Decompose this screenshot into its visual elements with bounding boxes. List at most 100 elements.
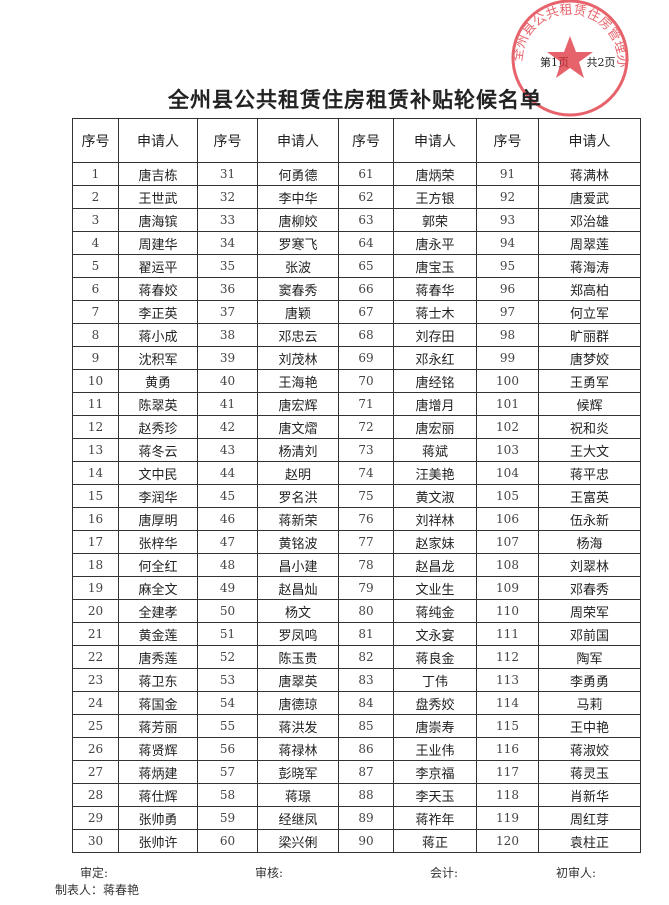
number-cell: 82 bbox=[338, 645, 394, 669]
number-cell: 48 bbox=[197, 553, 258, 577]
applicant-cell: 蒋卫东 bbox=[118, 668, 198, 692]
number-cell: 28 bbox=[72, 783, 119, 807]
applicant-cell: 唐德琼 bbox=[257, 691, 339, 715]
table-row: 19 麻全文 49 赵昌灿 79 文业生 109 邓春秀 bbox=[72, 576, 641, 600]
number-cell: 74 bbox=[338, 461, 394, 485]
number-cell: 77 bbox=[338, 530, 394, 554]
applicant-cell: 唐文熠 bbox=[257, 415, 339, 439]
applicant-cell: 陈玉贵 bbox=[257, 645, 339, 669]
stamp: 全州县公共租赁住房管理办公室 bbox=[500, 0, 629, 117]
applicant-cell: 蒋春华 bbox=[393, 277, 477, 301]
number-cell: 6 bbox=[72, 277, 119, 301]
number-cell: 62 bbox=[338, 185, 394, 209]
number-cell: 91 bbox=[476, 162, 539, 186]
table-row: 23 蒋卫东 53 唐翠英 83 丁伟 113 李勇勇 bbox=[72, 668, 641, 692]
applicant-cell: 唐宏辉 bbox=[257, 392, 339, 416]
applicant-cell: 唐梦姣 bbox=[538, 346, 641, 370]
number-cell: 103 bbox=[476, 438, 539, 462]
applicant-cell: 罗寒飞 bbox=[257, 231, 339, 255]
table-row: 8 蒋小成 38 邓忠云 68 刘存田 98 旷丽群 bbox=[72, 323, 641, 347]
applicant-cell: 王海艳 bbox=[257, 369, 339, 393]
number-cell: 40 bbox=[197, 369, 258, 393]
number-cell: 31 bbox=[197, 162, 258, 186]
applicant-cell: 李勇勇 bbox=[538, 668, 641, 692]
number-cell: 34 bbox=[197, 231, 258, 255]
applicant-cell: 蒋灵玉 bbox=[538, 760, 641, 784]
applicant-cell: 罗名洪 bbox=[257, 484, 339, 508]
number-cell: 110 bbox=[476, 599, 539, 623]
table-row: 27 蒋炳建 57 彭晓军 87 李京福 117 蒋灵玉 bbox=[72, 760, 641, 784]
applicant-cell: 唐海镔 bbox=[118, 208, 198, 232]
number-cell: 88 bbox=[338, 783, 394, 807]
number-cell: 112 bbox=[476, 645, 539, 669]
applicant-cell: 蒋小成 bbox=[118, 323, 198, 347]
header-cell: 申请人 bbox=[257, 118, 339, 163]
number-cell: 104 bbox=[476, 461, 539, 485]
applicant-cell: 盘秀姣 bbox=[393, 691, 477, 715]
applicant-cell: 王大文 bbox=[538, 438, 641, 462]
applicant-cell: 邓忠云 bbox=[257, 323, 339, 347]
applicant-cell: 翟运平 bbox=[118, 254, 198, 278]
applicant-cell: 唐增月 bbox=[393, 392, 477, 416]
applicant-cell: 彭晓军 bbox=[257, 760, 339, 784]
applicant-cell: 蒋冬云 bbox=[118, 438, 198, 462]
number-cell: 46 bbox=[197, 507, 258, 531]
applicant-cell: 邓永红 bbox=[393, 346, 477, 370]
number-cell: 75 bbox=[338, 484, 394, 508]
number-cell: 13 bbox=[72, 438, 119, 462]
table-row: 14 文中民 44 赵明 74 汪美艳 104 蒋平忠 bbox=[72, 461, 641, 485]
number-cell: 116 bbox=[476, 737, 539, 761]
applicant-cell: 郭荣 bbox=[393, 208, 477, 232]
table-row: 2 王世武 32 李中华 62 王方银 92 唐爱武 bbox=[72, 185, 641, 209]
number-cell: 119 bbox=[476, 806, 539, 830]
table-row: 10 黄勇 40 王海艳 70 唐经铭 100 王勇军 bbox=[72, 369, 641, 393]
number-cell: 99 bbox=[476, 346, 539, 370]
applicant-cell: 王富英 bbox=[538, 484, 641, 508]
number-cell: 118 bbox=[476, 783, 539, 807]
applicant-cell: 蒋贤辉 bbox=[118, 737, 198, 761]
number-cell: 114 bbox=[476, 691, 539, 715]
applicant-cell: 李正英 bbox=[118, 300, 198, 324]
applicant-cell: 杨清刘 bbox=[257, 438, 339, 462]
applicant-cell: 昌小建 bbox=[257, 553, 339, 577]
table-row: 13 蒋冬云 43 杨清刘 73 蒋斌 103 王大文 bbox=[72, 438, 641, 462]
table-row: 25 蒋芳丽 55 蒋洪发 85 唐崇寿 115 王中艳 bbox=[72, 714, 641, 738]
number-cell: 93 bbox=[476, 208, 539, 232]
number-cell: 90 bbox=[338, 829, 394, 853]
number-cell: 49 bbox=[197, 576, 258, 600]
applicant-cell: 唐柳姣 bbox=[257, 208, 339, 232]
signature-label: 审定: bbox=[80, 866, 109, 880]
applicant-cell: 何全红 bbox=[118, 553, 198, 577]
applicant-cell: 蒋禄林 bbox=[257, 737, 339, 761]
number-cell: 14 bbox=[72, 461, 119, 485]
number-cell: 23 bbox=[72, 668, 119, 692]
applicant-cell: 王业伟 bbox=[393, 737, 477, 761]
table-row: 7 李正英 37 唐颖 67 蒋士木 97 何立军 bbox=[72, 300, 641, 324]
header-cell: 序号 bbox=[197, 118, 258, 163]
table-row: 1 唐吉栋 31 何勇德 61 唐炳荣 91 蒋满林 bbox=[72, 162, 641, 186]
applicant-cell: 梁兴俐 bbox=[257, 829, 339, 853]
applicant-cell: 邓春秀 bbox=[538, 576, 641, 600]
number-cell: 2 bbox=[72, 185, 119, 209]
number-cell: 3 bbox=[72, 208, 119, 232]
applicant-cell: 张梓华 bbox=[118, 530, 198, 554]
applicant-cell: 赵秀珍 bbox=[118, 415, 198, 439]
applicant-cell: 唐炳荣 bbox=[393, 162, 477, 186]
table-row: 16 唐厚明 46 蒋新荣 76 刘祥林 106 伍永新 bbox=[72, 507, 641, 531]
applicant-cell: 杨文 bbox=[257, 599, 339, 623]
number-cell: 36 bbox=[197, 277, 258, 301]
signature-label: 会计: bbox=[430, 866, 459, 880]
number-cell: 50 bbox=[197, 599, 258, 623]
table-row: 5 翟运平 35 张波 65 唐宝玉 95 蒋海涛 bbox=[72, 254, 641, 278]
applicant-cell: 赵家妹 bbox=[393, 530, 477, 554]
header-cell: 序号 bbox=[338, 118, 394, 163]
number-cell: 98 bbox=[476, 323, 539, 347]
number-cell: 95 bbox=[476, 254, 539, 278]
applicant-cell: 蒋海涛 bbox=[538, 254, 641, 278]
applicant-cell: 蒋淑姣 bbox=[538, 737, 641, 761]
number-cell: 86 bbox=[338, 737, 394, 761]
number-cell: 81 bbox=[338, 622, 394, 646]
number-cell: 94 bbox=[476, 231, 539, 255]
number-cell: 33 bbox=[197, 208, 258, 232]
